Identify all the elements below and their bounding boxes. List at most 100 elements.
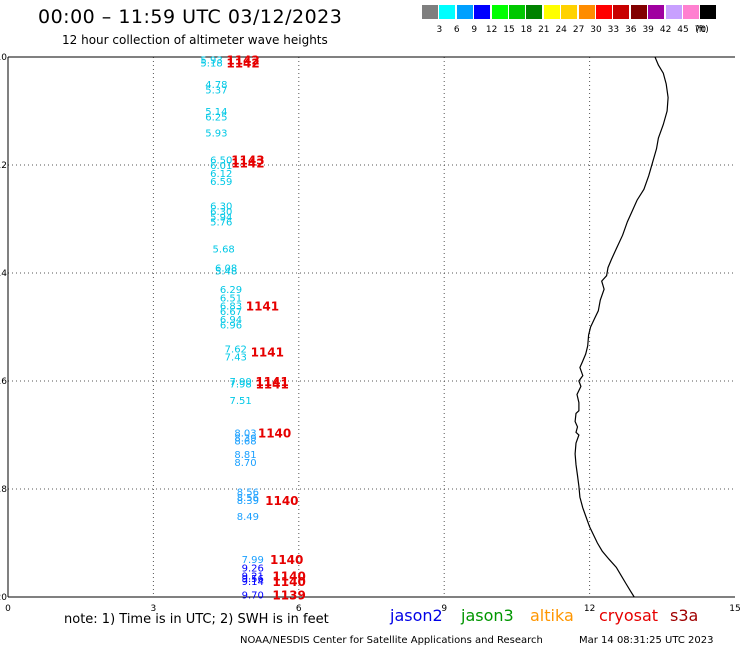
legend-label: 45 xyxy=(677,25,689,35)
x-tick-label: 12 xyxy=(584,604,595,614)
satellite-altika: altika xyxy=(530,606,574,625)
timestamp-text: Mar 14 08:31:25 UTC 2023 xyxy=(579,635,714,646)
pass-number-label: 1140 xyxy=(270,553,303,567)
y-tick-label: -16 xyxy=(0,377,7,387)
wave-height-label: 8.49 xyxy=(237,512,259,523)
wave-height-label: 6.67 xyxy=(220,307,242,318)
legend-label: 42 xyxy=(659,25,672,35)
wave-height-label: 8.39 xyxy=(234,434,256,445)
wave-height-label: 8.39 xyxy=(237,496,259,507)
wave-height-label: 6.01 xyxy=(210,161,232,172)
x-tick-label: 9 xyxy=(441,604,447,614)
legend-label: 30 xyxy=(590,25,602,35)
wave-height-label: 6.08 xyxy=(215,264,237,275)
legend-swatch xyxy=(648,5,665,19)
pass-number-label: 1142 xyxy=(231,156,264,170)
wave-height-label: 8.68 xyxy=(234,436,256,447)
legend-swatch xyxy=(596,5,612,19)
wave-height-label: 4.78 xyxy=(205,80,227,91)
legend-label: 24 xyxy=(555,25,567,35)
wave-height-label: 5.94 xyxy=(210,212,232,223)
pass-number-label: 1140 xyxy=(272,575,305,589)
legend-label: 70 xyxy=(694,25,707,35)
legend-swatch xyxy=(613,5,630,19)
y-tick-label: -18 xyxy=(0,485,7,495)
wave-height-label: 8.70 xyxy=(234,458,256,469)
legend-label: 33 xyxy=(607,25,620,35)
pass-number-label: 1141 xyxy=(246,299,279,313)
legend-label: 36 xyxy=(625,25,637,35)
pass-number-label: 1140 xyxy=(272,569,305,583)
footer-note: note: 1) Time is in UTC; 2) SWH is in fe… xyxy=(64,612,329,627)
x-tick-label: 6 xyxy=(296,604,302,614)
legend-label: 12 xyxy=(485,25,498,35)
wave-height-label: 6.30 xyxy=(210,207,232,218)
legend-swatch xyxy=(509,5,525,19)
map-subtitle: 12 hour collection of altimeter wave hei… xyxy=(62,33,328,47)
satellite-cryosat: cryosat xyxy=(599,606,659,625)
legend-swatch xyxy=(491,5,508,19)
wave-height-label: 6.29 xyxy=(220,285,242,296)
wave-height-label: 6.12 xyxy=(210,169,232,180)
wave-height-label: 5.48 xyxy=(215,266,237,277)
pass-number-label: 1141 xyxy=(255,378,288,392)
y-tick-label: -10 xyxy=(0,53,7,63)
wave-height-label: 9.21 xyxy=(242,571,264,582)
wave-height-label: 6.94 xyxy=(220,315,242,326)
pass-number-label: 1139 xyxy=(272,588,305,602)
pass-number-label: 1141 xyxy=(255,375,288,389)
wave-height-label: 7.62 xyxy=(225,345,247,356)
wave-height-label: 9.70 xyxy=(242,590,264,601)
legend-swatch xyxy=(665,5,682,19)
legend-swatch xyxy=(630,5,647,19)
wave-height-label: 7.51 xyxy=(230,396,252,407)
coastline xyxy=(574,56,669,598)
satellite-jason2: jason2 xyxy=(390,606,443,625)
wave-height-label: 8.56 xyxy=(237,488,259,499)
wave-height-label: 5.76 xyxy=(210,218,232,229)
pass-number-label: 1142 xyxy=(226,56,259,70)
pass-number-label: 1142 xyxy=(226,54,259,68)
y-tick-label: -12 xyxy=(0,161,7,171)
wave-height-label: 6.96 xyxy=(220,320,242,331)
pass-number-label: 1140 xyxy=(258,426,291,440)
satellite-jason3: jason3 xyxy=(461,606,514,625)
x-tick-label: 15 xyxy=(729,604,740,614)
wave-height-label: 6.50 xyxy=(210,156,232,167)
legend-label: 39 xyxy=(642,25,654,35)
pass-number-label: 1141 xyxy=(251,345,284,359)
wave-height-label: 5.68 xyxy=(213,245,235,256)
wave-height-label: 6.25 xyxy=(205,112,227,123)
wave-height-label: 7.43 xyxy=(225,353,247,364)
legend-swatch xyxy=(526,5,543,19)
wave-height-label: 6.51 xyxy=(220,293,242,304)
wave-height-label: 5.93 xyxy=(200,56,222,67)
wave-height-label: 5.18 xyxy=(200,58,222,69)
legend-swatch xyxy=(561,5,578,19)
wave-height-label: 7.98 xyxy=(230,380,252,391)
wave-height-label: 7.99 xyxy=(242,555,264,566)
legend-swatch xyxy=(474,5,491,19)
wave-height-label: 8.56 xyxy=(237,493,259,504)
wave-height-label: 5.14 xyxy=(205,107,227,118)
legend-unit: (ft) xyxy=(695,25,709,35)
wave-height-label: 5.37 xyxy=(205,85,227,96)
map-title: 00:00 – 11:59 UTC 03/12/2023 xyxy=(38,6,343,28)
wave-height-label: 9.26 xyxy=(242,563,264,574)
wave-height-label: 6.30 xyxy=(210,202,232,213)
legend-swatch xyxy=(578,5,595,19)
wave-height-label: 6.59 xyxy=(210,177,232,188)
legend-label: 9 xyxy=(471,25,478,35)
wave-height-label: 8.03 xyxy=(234,428,256,439)
legend-label: 21 xyxy=(538,25,550,35)
legend-label: 3 xyxy=(436,25,443,35)
wave-height-label: 5.93 xyxy=(205,129,227,140)
legend-swatch xyxy=(422,5,438,19)
legend-label: 6 xyxy=(453,25,460,35)
satellite-s3a: s3a xyxy=(670,606,699,625)
wave-height-label: 9.56 xyxy=(242,574,264,585)
wave-height-label: 8.81 xyxy=(234,450,256,461)
legend-swatch xyxy=(543,5,560,19)
wave-height-label: 9.14 xyxy=(242,577,264,588)
